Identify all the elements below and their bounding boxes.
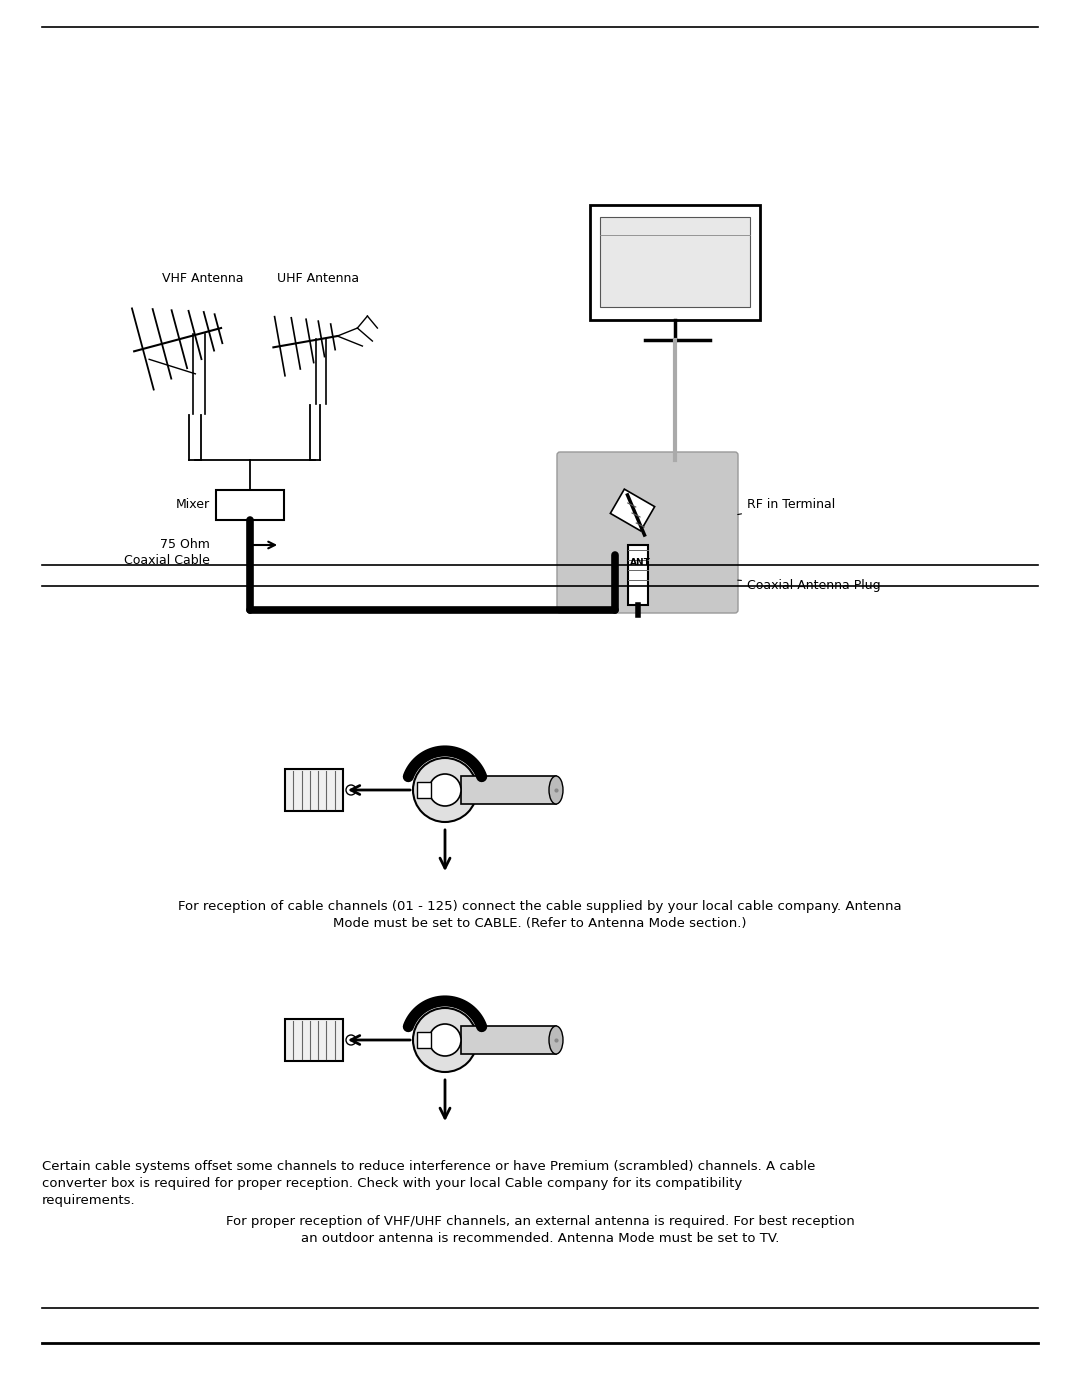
Polygon shape (610, 489, 654, 531)
Circle shape (413, 1009, 477, 1071)
Text: 75 Ohm
Coaxial Cable: 75 Ohm Coaxial Cable (124, 538, 210, 567)
Circle shape (346, 785, 356, 795)
Bar (216, 490, 284, 520)
Bar (461, 775, 556, 805)
Text: UHF Antenna: UHF Antenna (276, 272, 360, 285)
Circle shape (429, 774, 461, 806)
Bar (590, 205, 760, 320)
Bar (285, 1018, 343, 1060)
Ellipse shape (549, 1025, 563, 1053)
Circle shape (429, 1024, 461, 1056)
Text: For proper reception of VHF/UHF channels, an external antenna is required. For b: For proper reception of VHF/UHF channels… (226, 1215, 854, 1245)
Circle shape (413, 759, 477, 821)
Text: ANT: ANT (630, 557, 650, 567)
Text: Mixer: Mixer (176, 499, 210, 511)
Bar (285, 768, 343, 812)
Bar (627, 545, 648, 605)
Text: For reception of cable channels (01 - 125) connect the cable supplied by your lo: For reception of cable channels (01 - 12… (178, 900, 902, 930)
Text: VHF Antenna: VHF Antenna (162, 272, 243, 285)
Circle shape (346, 1035, 356, 1045)
Bar (417, 1032, 431, 1048)
Bar (417, 782, 431, 798)
FancyBboxPatch shape (557, 453, 738, 613)
Bar (461, 1025, 556, 1053)
Text: Certain cable systems offset some channels to reduce interference or have Premiu: Certain cable systems offset some channe… (42, 1160, 815, 1207)
Text: Coaxial Antenna Plug: Coaxial Antenna Plug (738, 578, 880, 591)
Bar (600, 217, 750, 307)
Text: RF in Terminal: RF in Terminal (738, 499, 835, 514)
Ellipse shape (549, 775, 563, 805)
